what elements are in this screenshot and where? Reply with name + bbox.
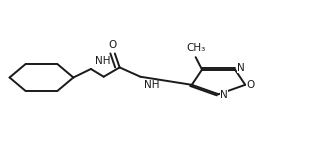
- Text: NH: NH: [144, 80, 159, 90]
- Text: O: O: [246, 80, 255, 90]
- Text: N: N: [237, 63, 245, 73]
- Text: CH₃: CH₃: [186, 43, 205, 53]
- Text: NH: NH: [95, 56, 111, 66]
- Text: N: N: [220, 90, 228, 100]
- Text: O: O: [108, 40, 117, 50]
